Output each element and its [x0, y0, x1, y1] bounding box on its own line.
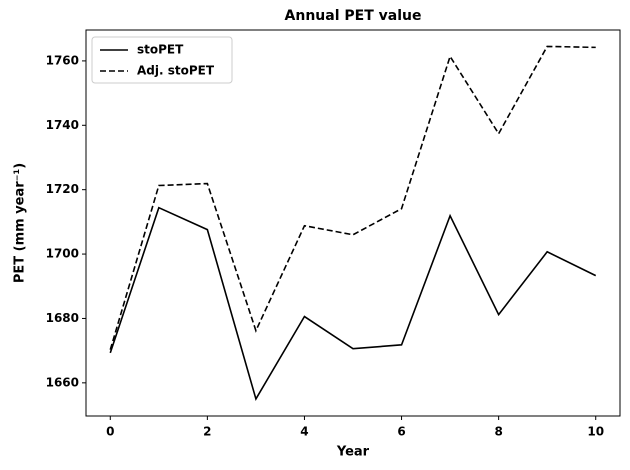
y-tick-label: 1700: [46, 247, 79, 261]
x-axis-label: Year: [336, 445, 370, 460]
series-line: [109, 45, 596, 350]
series-line: [109, 206, 597, 401]
x-tick-label: 6: [397, 425, 405, 439]
x-tick-label: 2: [203, 425, 211, 439]
y-tick-label: 1720: [46, 182, 79, 196]
x-tick-label: 0: [106, 425, 114, 439]
y-tick-label: 1760: [46, 53, 79, 67]
x-tick-label: 8: [494, 425, 502, 439]
chart-title: Annual PET value: [285, 8, 422, 24]
y-tick-label: 1680: [46, 311, 79, 325]
legend-label: stoPET: [137, 43, 184, 57]
x-tick-label: 10: [587, 425, 604, 439]
legend-label: Adj. stoPET: [137, 64, 215, 78]
y-tick-label: 1660: [46, 375, 79, 389]
plot-frame: [85, 29, 621, 417]
y-axis-label: PET (mm year⁻¹): [13, 163, 28, 283]
y-tick-label: 1740: [46, 118, 79, 132]
x-tick-label: 4: [300, 425, 308, 439]
